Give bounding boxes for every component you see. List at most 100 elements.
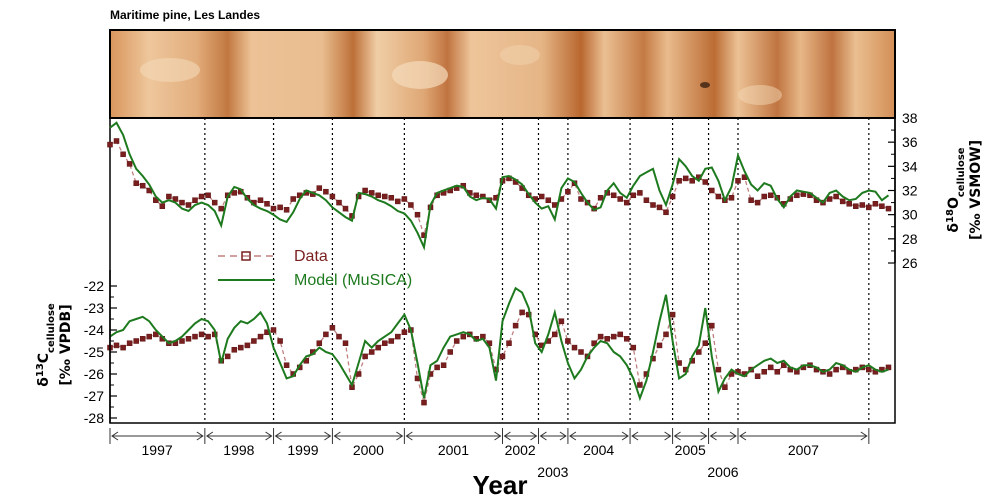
d13c-data-point bbox=[702, 340, 709, 346]
d18o-data-point bbox=[198, 193, 205, 200]
year-segment-arrow bbox=[503, 431, 511, 441]
year-segment-arrow bbox=[700, 431, 708, 441]
year-segment-arrow bbox=[196, 431, 204, 441]
d18o-data-point bbox=[133, 180, 139, 186]
d18o-data-point bbox=[689, 178, 695, 184]
d18o-data-point bbox=[257, 197, 264, 203]
d13c-data-point bbox=[382, 340, 388, 346]
year-segment-arrow bbox=[673, 431, 681, 441]
year-label: 1998 bbox=[223, 442, 254, 458]
d13c-data-point bbox=[277, 338, 283, 344]
year-segment-arrow bbox=[205, 431, 214, 441]
d18o-tick-label: 30 bbox=[902, 207, 918, 223]
d18o-data-point bbox=[336, 199, 342, 206]
year-segments bbox=[109, 428, 870, 444]
d13c-data-point bbox=[113, 342, 120, 349]
d18o-data-point bbox=[401, 196, 408, 202]
year-segment-arrow bbox=[621, 431, 629, 441]
d18o-data-point bbox=[735, 178, 741, 184]
d18o-data-point bbox=[388, 195, 395, 201]
d13c-data-point bbox=[781, 362, 787, 368]
d18o-data-point bbox=[846, 201, 852, 207]
d18o-data-point bbox=[643, 197, 650, 203]
d18o-data-point bbox=[702, 179, 709, 185]
d18o-data-point bbox=[676, 178, 682, 184]
ring-boundary-lines bbox=[204, 118, 870, 423]
d18o-data-point bbox=[597, 195, 604, 201]
d18o-data-point bbox=[329, 193, 336, 200]
legend-label-data: Data bbox=[294, 248, 328, 265]
d13c-data-point bbox=[512, 322, 519, 329]
d13c-tick-label: -24 bbox=[84, 322, 104, 338]
d18o-data-point bbox=[408, 202, 414, 208]
d18o-data-point bbox=[879, 203, 885, 209]
d18o-axis-label: δ18Ocellulose [‰ VSMOW] bbox=[945, 140, 985, 240]
d13c-data-point bbox=[669, 311, 676, 318]
year-segment-arrow bbox=[333, 431, 341, 441]
year-label: 2002 bbox=[505, 442, 536, 458]
d18o-data-point bbox=[159, 203, 166, 209]
d13c-data-point bbox=[198, 331, 205, 338]
d13c-data-point bbox=[421, 399, 427, 406]
d13c-data-point bbox=[251, 338, 257, 344]
d13c-data-point bbox=[767, 364, 774, 371]
d13c-data-point bbox=[362, 353, 368, 360]
year-segment-arrow bbox=[111, 431, 119, 441]
year-segment-arrow bbox=[265, 431, 273, 441]
d18o-data-point bbox=[113, 138, 120, 144]
d18o-data-point bbox=[375, 192, 381, 199]
d13c-data-point bbox=[238, 344, 244, 351]
d13c-data-point bbox=[395, 333, 401, 340]
d18o-data-point bbox=[323, 188, 329, 195]
d18o-data-point bbox=[192, 197, 198, 203]
d13c-data-point bbox=[368, 349, 375, 355]
d13c-data-point bbox=[323, 331, 329, 338]
year-segment-arrow bbox=[569, 431, 577, 441]
d18o-data-point bbox=[218, 205, 224, 212]
year-segment-arrow bbox=[494, 431, 502, 441]
d13c-data-point bbox=[624, 336, 630, 342]
d18o-data-point bbox=[669, 193, 676, 200]
year-segment-arrow bbox=[729, 431, 737, 441]
d18o-data-point bbox=[342, 205, 349, 212]
d13c-data-point bbox=[146, 333, 152, 340]
d13c-data-point bbox=[329, 325, 336, 331]
d18o-data-point bbox=[382, 193, 388, 200]
d18o-data-point bbox=[414, 211, 421, 218]
d18o-data-point bbox=[211, 199, 218, 206]
d13c-tick-label: -28 bbox=[84, 410, 104, 426]
d18o-data-point bbox=[709, 187, 715, 194]
d13c-tick-label: -27 bbox=[84, 388, 104, 404]
year-segment-arrow bbox=[709, 431, 717, 441]
d18o-data-point bbox=[728, 195, 735, 201]
d18o-data-point bbox=[637, 190, 643, 196]
d13c-series bbox=[107, 286, 892, 406]
d18o-data-point bbox=[839, 198, 846, 205]
d13c-data-point bbox=[604, 336, 610, 342]
year-segment-arrow bbox=[539, 431, 547, 441]
d18o-data-point bbox=[473, 192, 480, 199]
d18o-data-point bbox=[277, 204, 283, 211]
d13c-data-point bbox=[460, 333, 467, 340]
d18o-data-point bbox=[853, 203, 859, 209]
year-label: 2003 bbox=[537, 464, 568, 480]
d18o-data-point bbox=[185, 202, 192, 208]
d13c-data-point bbox=[663, 331, 669, 338]
d13c-tick-label: -22 bbox=[84, 278, 104, 294]
d13c-data-point bbox=[185, 336, 192, 342]
d13c-tick-label: -25 bbox=[84, 344, 104, 360]
year-label: 2001 bbox=[438, 442, 469, 458]
d13c-data-point bbox=[133, 338, 139, 344]
d18o-tick-label: 36 bbox=[902, 134, 918, 150]
d18o-data-point bbox=[715, 193, 722, 200]
d18o-data-point bbox=[283, 207, 290, 213]
d13c-data-point bbox=[866, 366, 872, 373]
year-segment-arrow bbox=[631, 431, 639, 441]
d18o-data-point bbox=[368, 190, 375, 196]
d18o-data-point bbox=[270, 205, 277, 212]
d18o-data-point bbox=[663, 209, 669, 216]
d13c-data-point bbox=[224, 353, 231, 360]
d13c-data-point bbox=[244, 342, 251, 349]
legend: Data Model (MuSICA) bbox=[218, 248, 412, 289]
